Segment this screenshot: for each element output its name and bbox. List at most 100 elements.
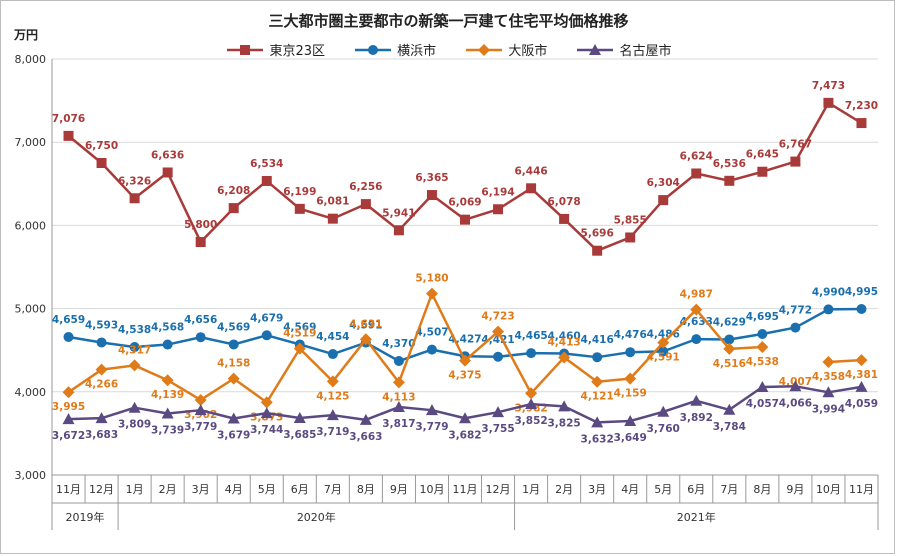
data-point-triangle — [657, 405, 670, 417]
data-point-diamond — [293, 342, 306, 355]
data-label: 6,081 — [316, 196, 349, 208]
data-label: 3,685 — [283, 429, 316, 441]
y-tick-label: 5,000 — [15, 303, 47, 316]
data-label: 4,066 — [779, 397, 812, 409]
legend-item-yokohama: 横浜市 — [353, 40, 436, 59]
data-label: 4,656 — [184, 314, 217, 326]
data-label: 4,358 — [812, 371, 845, 383]
data-point-circle — [195, 332, 206, 343]
data-label: 4,057 — [746, 398, 779, 410]
data-point-diamond — [723, 342, 736, 355]
x-tick-label: 3月 — [192, 483, 210, 496]
x-tick-label: 11月 — [453, 483, 478, 496]
data-point-triangle — [62, 413, 75, 425]
data-point-circle — [493, 351, 504, 362]
data-point-square — [228, 203, 239, 214]
data-label: 3,672 — [52, 430, 85, 442]
data-label: 4,995 — [845, 286, 878, 298]
data-point-circle — [327, 349, 338, 360]
x-tick-label: 6月 — [291, 483, 309, 496]
data-label: 4,476 — [614, 329, 647, 341]
data-label: 6,365 — [415, 172, 448, 184]
data-point-diamond — [855, 354, 868, 367]
data-point-square — [691, 168, 702, 179]
data-label: 7,076 — [52, 113, 85, 125]
data-point-circle — [691, 334, 702, 345]
y-tick-label: 4,000 — [15, 386, 47, 399]
data-point-circle — [261, 330, 272, 341]
data-label: 4,139 — [151, 389, 184, 401]
data-label: 3,994 — [812, 403, 845, 415]
x-tick-label: 10月 — [419, 483, 444, 496]
data-point-square — [327, 213, 338, 224]
data-point-triangle — [459, 412, 471, 424]
data-label: 3,809 — [118, 419, 151, 431]
data-label: 5,941 — [382, 207, 415, 219]
data-label: 6,536 — [713, 158, 746, 170]
data-point-diamond — [392, 376, 405, 389]
data-label: 3,779 — [184, 421, 217, 433]
data-point-square — [360, 199, 371, 210]
data-label: 3,760 — [647, 423, 680, 435]
legend-item-nagoya: 名古屋市 — [575, 40, 672, 59]
data-point-square — [294, 203, 305, 214]
data-point-triangle — [194, 404, 207, 416]
legend-item-osaka: 大阪市 — [464, 40, 547, 59]
legend-marker-circle-icon — [355, 44, 392, 55]
data-label: 4,159 — [614, 388, 647, 400]
data-label: 4,631 — [349, 318, 382, 330]
x-tick-label: 1月 — [522, 483, 540, 496]
data-label: 6,636 — [151, 149, 184, 161]
data-point-square — [856, 118, 867, 129]
legend-marker-diamond-icon — [466, 43, 503, 56]
data-point-circle — [757, 328, 768, 339]
x-tick-label: 4月 — [225, 483, 243, 496]
data-label: 6,069 — [448, 197, 481, 209]
data-point-diamond — [624, 372, 637, 385]
data-point-triangle — [128, 401, 141, 413]
x-tick-label: 12月 — [89, 483, 114, 496]
data-label: 5,855 — [614, 214, 647, 226]
data-point-diamond — [128, 359, 141, 372]
x-tick-label: 8月 — [357, 483, 375, 496]
data-label: 4,591 — [349, 320, 382, 332]
data-label: 4,465 — [514, 330, 547, 342]
x-tick-label: 3月 — [588, 483, 606, 496]
data-label: 4,454 — [316, 331, 349, 343]
data-point-square — [261, 175, 272, 186]
data-label: 6,208 — [217, 185, 250, 197]
legend-marker-triangle-icon — [577, 43, 614, 55]
x-tick-label: 5月 — [654, 483, 672, 496]
data-point-triangle — [591, 416, 604, 428]
data-label: 6,199 — [283, 186, 316, 198]
y-tick-label: 3,000 — [15, 469, 47, 482]
data-point-circle — [63, 331, 74, 342]
data-label: 4,413 — [548, 336, 581, 348]
y-tick-label: 6,000 — [15, 219, 47, 232]
data-label: 4,569 — [283, 321, 316, 333]
x-tick-label: 9月 — [786, 483, 804, 496]
data-point-circle — [856, 304, 867, 315]
data-label: 4,591 — [647, 352, 680, 364]
x-tick-label: 2月 — [555, 483, 573, 496]
data-label: 4,158 — [217, 358, 250, 370]
y-tick-label: 7,000 — [15, 136, 47, 149]
data-point-square — [625, 232, 636, 243]
data-point-circle — [393, 356, 404, 367]
data-label: 3,817 — [382, 418, 415, 430]
data-label: 6,767 — [779, 139, 812, 151]
data-label: 6,645 — [746, 149, 779, 161]
data-label: 3,779 — [415, 421, 448, 433]
data-point-diamond — [326, 375, 339, 388]
data-point-diamond — [591, 375, 604, 388]
data-label: 4,381 — [845, 369, 878, 381]
data-point-triangle — [492, 406, 505, 418]
data-label: 4,416 — [581, 334, 614, 346]
data-label: 6,446 — [514, 165, 547, 177]
x-tick-label: 10月 — [816, 483, 841, 496]
data-point-square — [526, 183, 537, 194]
data-label: 7,473 — [812, 80, 845, 92]
data-label: 4,059 — [845, 398, 878, 410]
data-point-square — [195, 237, 206, 248]
